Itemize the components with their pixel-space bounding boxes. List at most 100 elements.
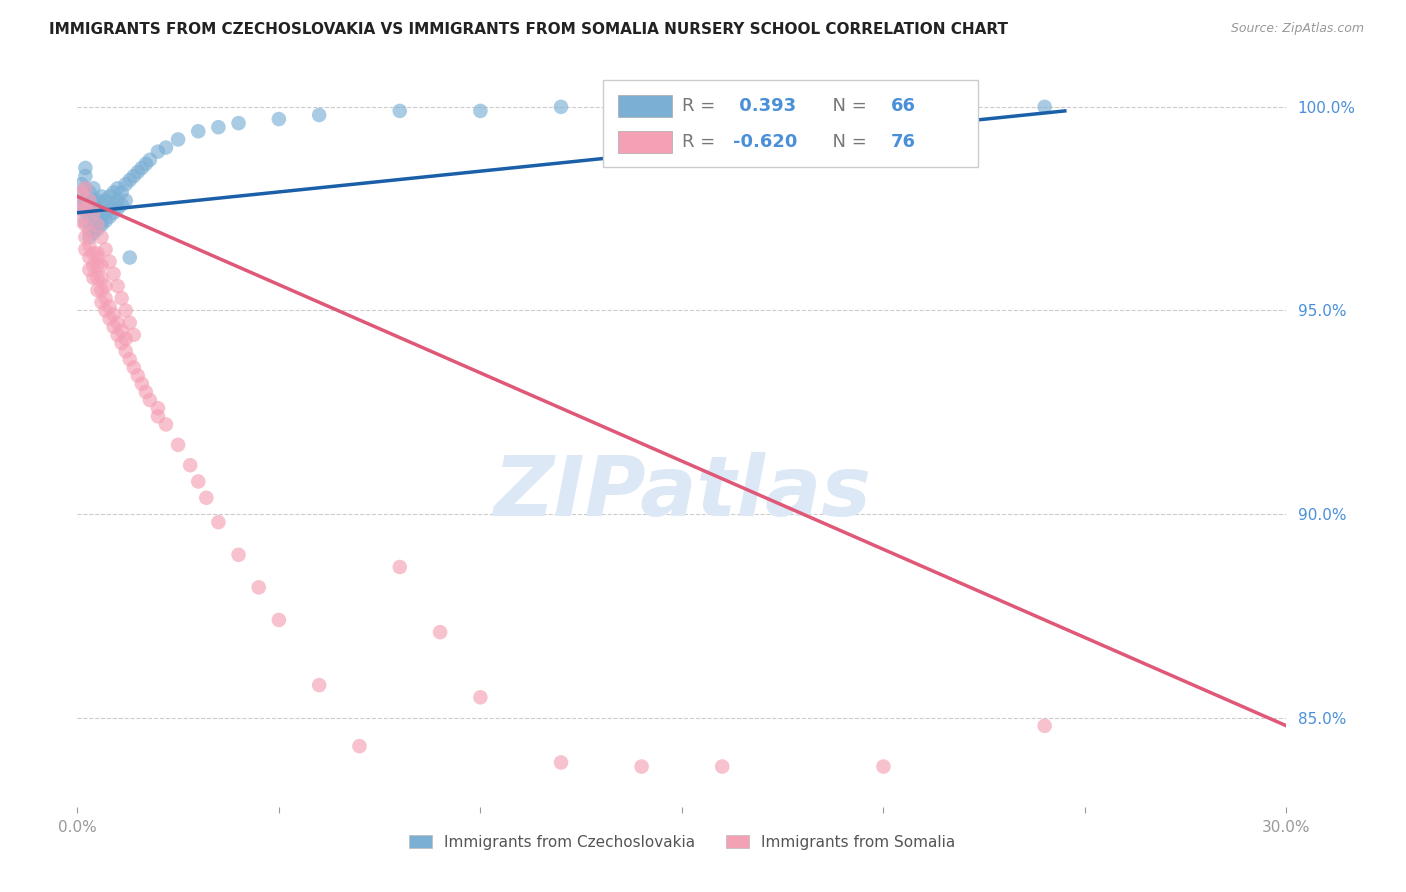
Text: R =: R = <box>682 97 721 115</box>
Point <box>107 202 129 216</box>
Point <box>79 222 101 236</box>
Point <box>111 291 134 305</box>
Point <box>70 197 93 211</box>
Point <box>86 218 108 232</box>
Point <box>114 194 136 208</box>
Point <box>118 352 141 367</box>
Point <box>1033 719 1056 733</box>
Point <box>111 197 134 211</box>
Point <box>107 279 129 293</box>
Point <box>103 205 125 219</box>
Point <box>872 759 894 773</box>
Text: Source: ZipAtlas.com: Source: ZipAtlas.com <box>1230 22 1364 36</box>
Bar <box>617 130 672 153</box>
Point <box>70 178 93 192</box>
Point <box>75 202 97 216</box>
Point <box>179 458 201 473</box>
Point <box>630 759 652 773</box>
Point <box>79 230 101 244</box>
Point <box>82 205 104 219</box>
Point <box>79 186 101 200</box>
Point <box>103 267 125 281</box>
Point <box>103 186 125 200</box>
Point <box>90 283 112 297</box>
Point <box>127 368 149 383</box>
Point <box>86 271 108 285</box>
Text: R =: R = <box>682 133 721 151</box>
Point <box>82 271 104 285</box>
Point <box>82 222 104 236</box>
Point <box>872 100 894 114</box>
Point <box>75 181 97 195</box>
Point <box>90 189 112 203</box>
Point <box>247 580 270 594</box>
Point <box>107 327 129 342</box>
Point <box>711 100 734 114</box>
Legend: Immigrants from Czechoslovakia, Immigrants from Somalia: Immigrants from Czechoslovakia, Immigran… <box>402 829 962 855</box>
Point <box>107 194 129 208</box>
Point <box>118 316 141 330</box>
Point <box>86 205 108 219</box>
Point <box>711 759 734 773</box>
Point <box>135 157 157 171</box>
Point <box>114 344 136 359</box>
Point <box>82 246 104 260</box>
Point <box>139 392 162 407</box>
Point <box>79 238 101 252</box>
Point <box>114 332 136 346</box>
Point <box>550 756 572 770</box>
Point <box>79 210 101 224</box>
Point <box>187 124 209 138</box>
Point <box>118 251 141 265</box>
Point <box>114 178 136 192</box>
Point <box>122 327 145 342</box>
Point <box>94 243 117 257</box>
Point <box>82 259 104 273</box>
Text: 66: 66 <box>891 97 917 115</box>
Point <box>388 560 411 574</box>
Point <box>86 246 108 260</box>
Point <box>118 173 141 187</box>
Point <box>139 153 162 167</box>
Point <box>75 194 97 208</box>
Point <box>630 100 652 114</box>
Point <box>75 161 97 175</box>
Point <box>75 202 97 216</box>
Point <box>388 103 411 118</box>
Point <box>70 214 93 228</box>
Point <box>111 336 134 351</box>
Point <box>86 218 108 232</box>
FancyBboxPatch shape <box>603 80 979 167</box>
Point <box>90 295 112 310</box>
Point <box>429 625 451 640</box>
Point <box>1033 100 1056 114</box>
Point <box>470 690 492 705</box>
Point <box>94 214 117 228</box>
Point <box>98 311 121 326</box>
Point <box>103 319 125 334</box>
Point <box>86 222 108 236</box>
Text: N =: N = <box>821 97 873 115</box>
Point <box>79 197 101 211</box>
Point <box>79 194 101 208</box>
Point <box>267 613 290 627</box>
Point <box>122 360 145 375</box>
Point <box>98 299 121 313</box>
Point <box>146 409 169 424</box>
Text: 0.393: 0.393 <box>733 97 796 115</box>
Point <box>135 384 157 399</box>
Point <box>131 376 153 391</box>
Point <box>70 186 93 200</box>
Point <box>792 100 814 114</box>
Point <box>90 214 112 228</box>
Point <box>82 194 104 208</box>
Bar <box>617 95 672 117</box>
Point <box>470 103 492 118</box>
Point <box>122 169 145 183</box>
Point <box>131 161 153 175</box>
Point <box>79 262 101 277</box>
Point <box>207 120 229 135</box>
Point <box>146 401 169 416</box>
Point <box>111 186 134 200</box>
Point <box>146 145 169 159</box>
